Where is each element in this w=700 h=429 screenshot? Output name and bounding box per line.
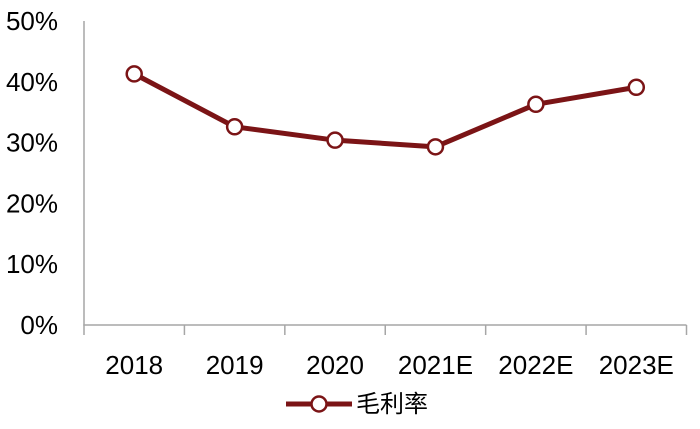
data-point-marker bbox=[225, 118, 244, 136]
y-axis-label: 40% bbox=[6, 67, 58, 97]
x-axis-label: 2020 bbox=[306, 350, 364, 380]
y-axis-label: 30% bbox=[6, 128, 58, 158]
x-axis-label: 2018 bbox=[105, 350, 163, 380]
y-axis-label: 0% bbox=[20, 310, 58, 340]
data-point-marker bbox=[125, 65, 143, 83]
data-point-marker bbox=[627, 78, 646, 97]
data-point-marker bbox=[426, 138, 445, 156]
y-axis-label: 10% bbox=[6, 249, 58, 279]
y-axis-label: 50% bbox=[6, 6, 58, 36]
legend-label: 毛利率 bbox=[356, 391, 428, 418]
data-point-marker bbox=[527, 95, 545, 114]
y-axis-label: 20% bbox=[6, 188, 58, 218]
x-axis-label: 2021E bbox=[398, 350, 473, 380]
data-point-marker bbox=[326, 131, 344, 149]
x-axis-label: 2019 bbox=[206, 350, 264, 380]
legend-marker-icon bbox=[310, 395, 328, 413]
x-axis-label: 2022E bbox=[498, 350, 573, 380]
x-axis-label: 2023E bbox=[599, 350, 674, 380]
series-line bbox=[131, 71, 639, 150]
